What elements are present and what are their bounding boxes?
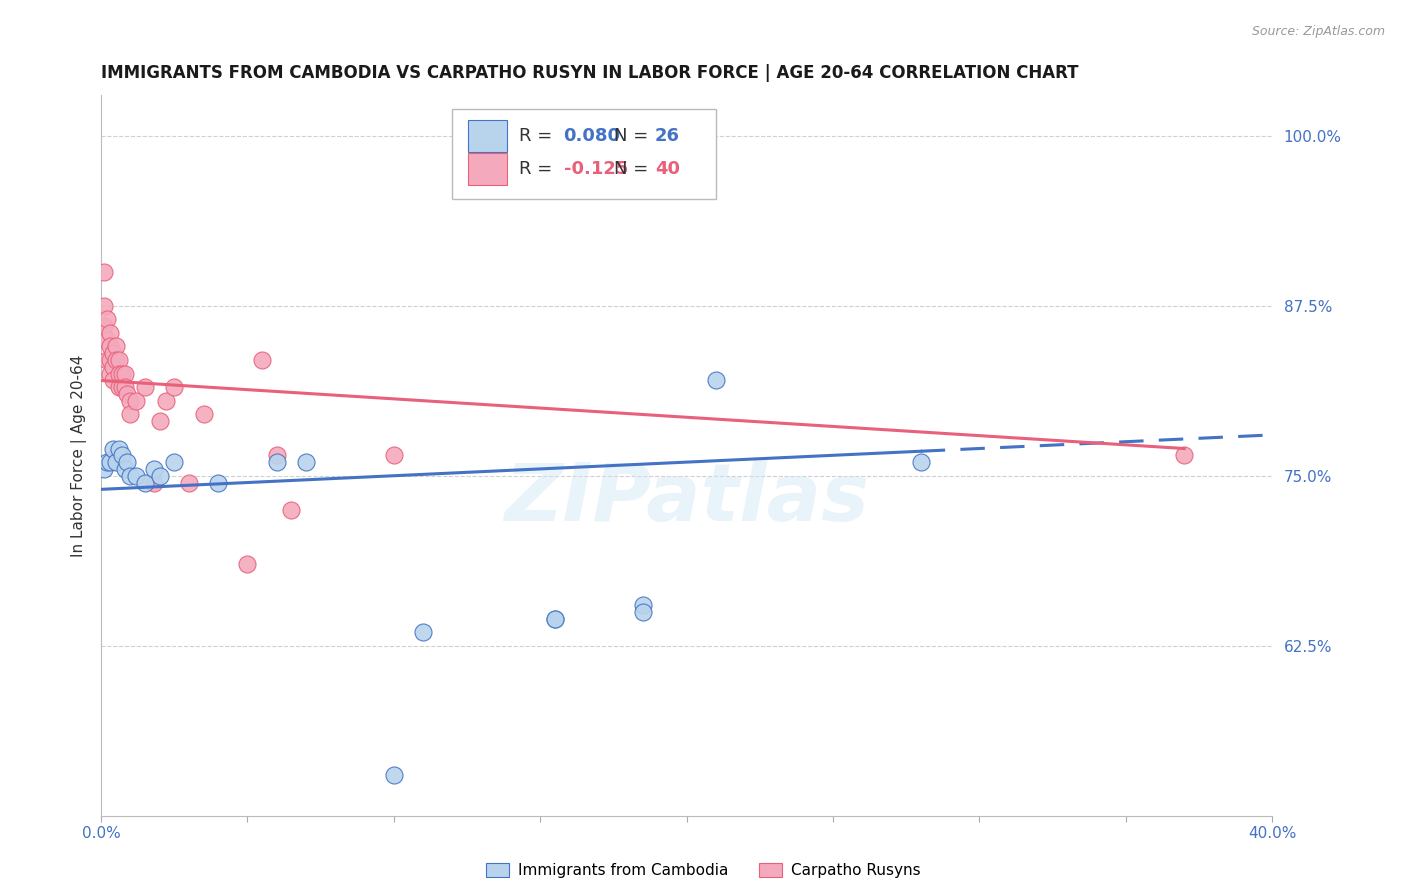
Point: [96, 353, 118, 368]
Point: [98, 455, 121, 469]
Point: [910, 455, 932, 469]
Point: [120, 468, 142, 483]
Point: [114, 367, 136, 381]
Point: [107, 380, 129, 394]
Legend: Immigrants from Cambodia, Carpatho Rusyns: Immigrants from Cambodia, Carpatho Rusyn…: [479, 857, 927, 884]
Point: [104, 455, 127, 469]
Text: ZIPatlas: ZIPatlas: [505, 459, 869, 538]
Text: N =: N =: [614, 160, 654, 178]
Point: [207, 475, 229, 490]
Point: [114, 380, 136, 394]
Y-axis label: In Labor Force | Age 20-64: In Labor Force | Age 20-64: [72, 354, 87, 557]
Point: [110, 448, 132, 462]
Point: [544, 611, 567, 625]
Point: [125, 393, 148, 408]
Point: [107, 367, 129, 381]
Point: [104, 353, 127, 368]
Text: -0.125: -0.125: [564, 160, 628, 178]
Point: [163, 380, 186, 394]
Point: [98, 353, 121, 368]
Point: [110, 367, 132, 381]
Point: [96, 455, 118, 469]
Point: [93, 265, 115, 279]
Text: N =: N =: [614, 127, 654, 145]
Point: [93, 319, 115, 334]
FancyBboxPatch shape: [453, 109, 716, 199]
FancyBboxPatch shape: [468, 153, 508, 185]
Point: [117, 387, 139, 401]
Point: [266, 448, 288, 462]
Point: [93, 462, 115, 476]
Point: [125, 468, 148, 483]
Point: [149, 414, 172, 428]
Point: [104, 339, 127, 353]
Point: [631, 598, 654, 612]
Point: [177, 475, 200, 490]
Point: [704, 374, 727, 388]
Point: [250, 353, 273, 368]
Text: Source: ZipAtlas.com: Source: ZipAtlas.com: [1251, 25, 1385, 38]
Point: [101, 374, 124, 388]
Point: [114, 462, 136, 476]
Point: [93, 299, 115, 313]
Point: [107, 442, 129, 456]
Point: [1173, 448, 1195, 462]
Point: [142, 462, 165, 476]
Text: R =: R =: [519, 160, 558, 178]
Point: [98, 367, 121, 381]
Point: [101, 346, 124, 360]
Point: [149, 468, 172, 483]
Text: 0.080: 0.080: [564, 127, 620, 145]
Point: [134, 380, 156, 394]
Point: [295, 455, 318, 469]
Point: [98, 339, 121, 353]
Point: [163, 455, 186, 469]
Point: [382, 768, 405, 782]
Point: [155, 393, 177, 408]
Point: [120, 393, 142, 408]
Point: [280, 502, 302, 516]
Point: [107, 353, 129, 368]
Text: R =: R =: [519, 127, 558, 145]
Text: IMMIGRANTS FROM CAMBODIA VS CARPATHO RUSYN IN LABOR FORCE | AGE 20-64 CORRELATIO: IMMIGRANTS FROM CAMBODIA VS CARPATHO RUS…: [101, 64, 1078, 82]
FancyBboxPatch shape: [468, 120, 508, 152]
Point: [98, 326, 121, 340]
Point: [117, 455, 139, 469]
Point: [236, 557, 259, 571]
Point: [544, 611, 567, 625]
Point: [120, 408, 142, 422]
Point: [266, 455, 288, 469]
Point: [110, 380, 132, 394]
Point: [142, 475, 165, 490]
Point: [96, 333, 118, 347]
Point: [412, 625, 434, 640]
Point: [101, 442, 124, 456]
Point: [382, 448, 405, 462]
Point: [631, 605, 654, 619]
Point: [134, 475, 156, 490]
Point: [104, 448, 127, 462]
Point: [96, 312, 118, 326]
Text: 26: 26: [655, 127, 681, 145]
Point: [193, 408, 215, 422]
Text: 40: 40: [655, 160, 681, 178]
Point: [101, 359, 124, 374]
